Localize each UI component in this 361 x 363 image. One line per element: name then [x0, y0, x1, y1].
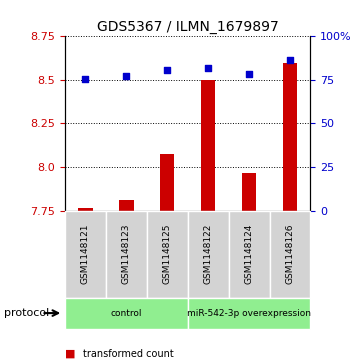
Text: control: control: [110, 309, 142, 318]
Text: GSM1148125: GSM1148125: [163, 224, 172, 284]
Text: miR-542-3p overexpression: miR-542-3p overexpression: [187, 309, 311, 318]
Text: GSM1148124: GSM1148124: [245, 224, 253, 284]
Point: [123, 73, 129, 79]
Text: GSM1148126: GSM1148126: [286, 224, 295, 284]
Bar: [160, 154, 174, 211]
Point: [287, 57, 293, 63]
Text: GSM1148123: GSM1148123: [122, 224, 131, 284]
Text: GSM1148121: GSM1148121: [81, 224, 90, 284]
Bar: [201, 80, 215, 211]
Bar: [242, 172, 256, 211]
Bar: [283, 63, 297, 211]
Bar: [78, 208, 92, 211]
Bar: [119, 200, 134, 211]
Text: GSM1148122: GSM1148122: [204, 224, 213, 284]
Point: [83, 76, 88, 82]
Text: protocol: protocol: [4, 308, 49, 318]
Point: [246, 71, 252, 77]
Point: [205, 65, 211, 70]
Point: [164, 68, 170, 73]
Title: GDS5367 / ILMN_1679897: GDS5367 / ILMN_1679897: [97, 20, 279, 34]
Text: ■: ■: [65, 349, 75, 359]
Text: transformed count: transformed count: [83, 349, 174, 359]
